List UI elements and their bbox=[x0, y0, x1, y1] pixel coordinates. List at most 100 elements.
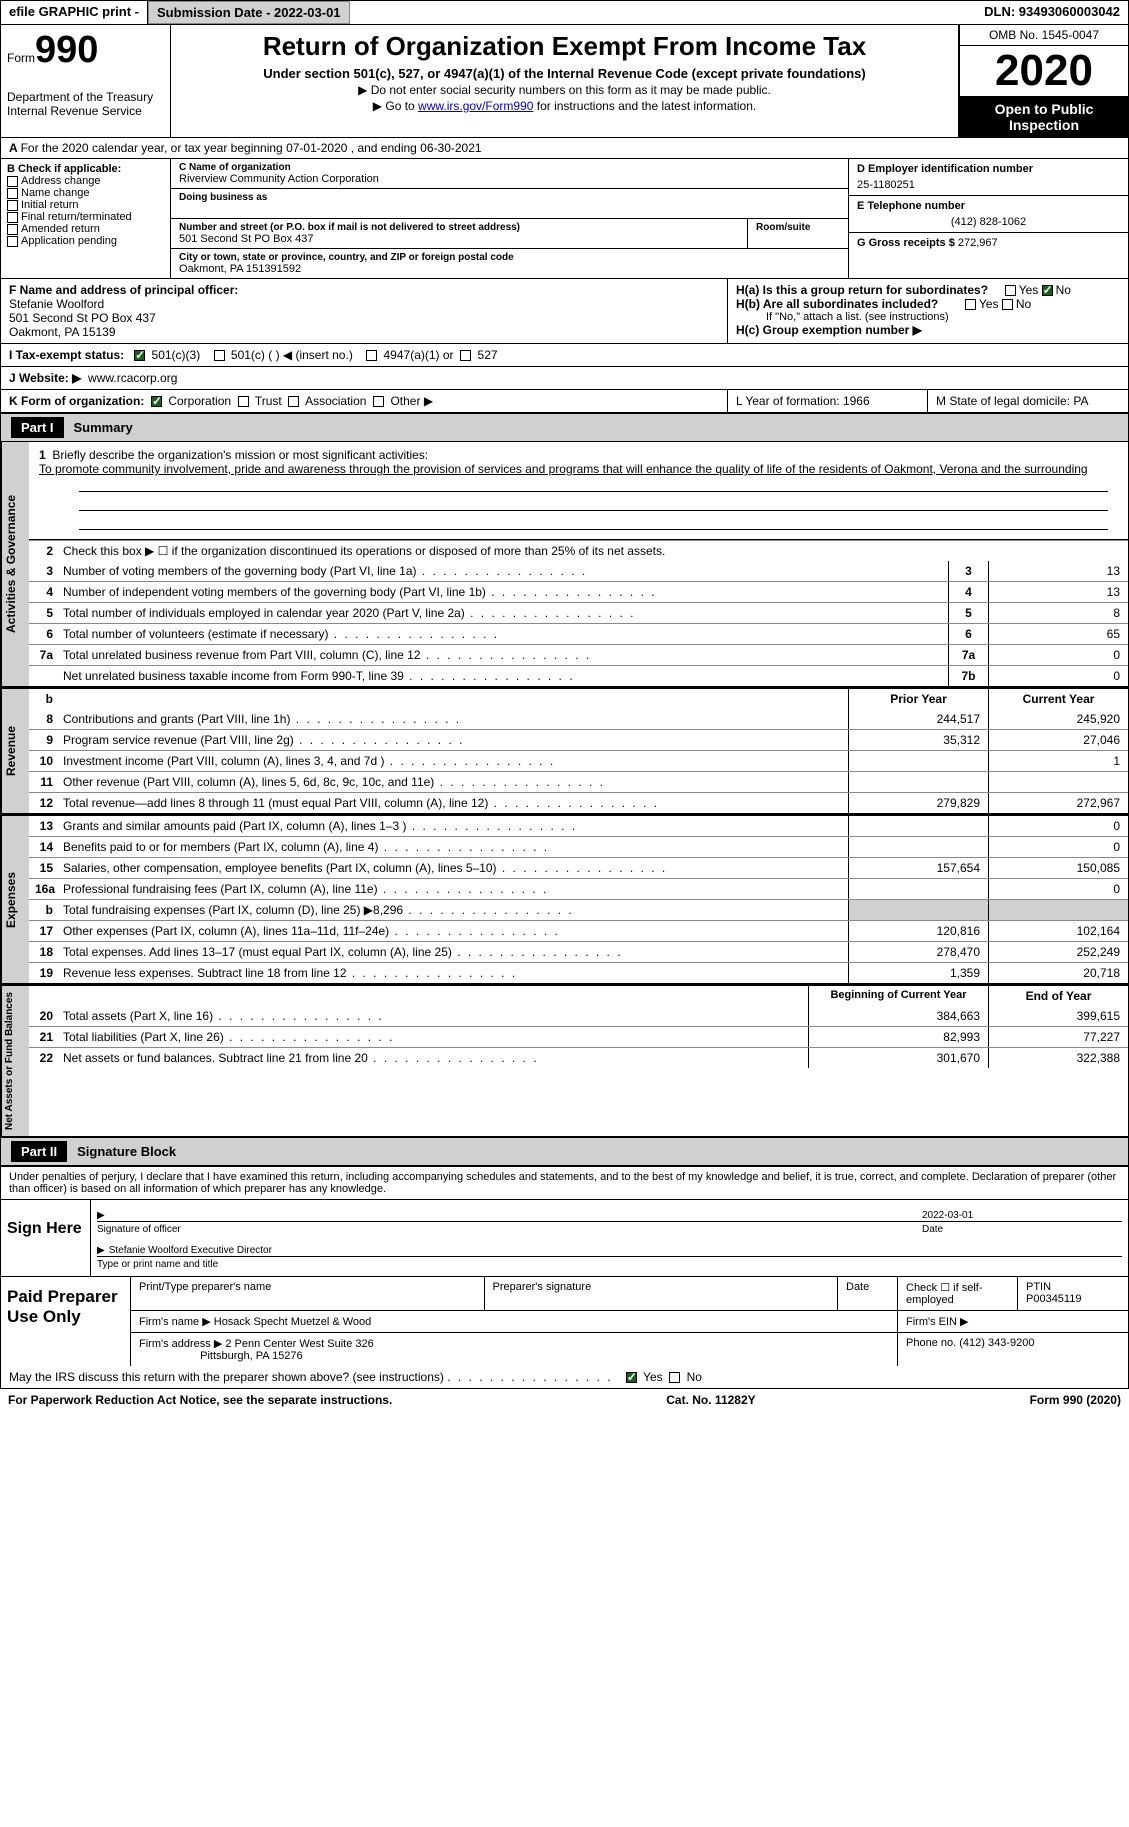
part1-badge: Part I bbox=[11, 417, 64, 438]
part1-title: Summary bbox=[64, 417, 143, 438]
officer-addr2: Oakmont, PA 15139 bbox=[9, 325, 116, 339]
row-text: Grants and similar amounts paid (Part IX… bbox=[59, 816, 848, 836]
exp-row: 18 Total expenses. Add lines 13–17 (must… bbox=[29, 941, 1128, 962]
row-text: Program service revenue (Part VIII, line… bbox=[59, 730, 848, 750]
row-val: 13 bbox=[988, 582, 1128, 602]
q1-label: Briefly describe the organization's miss… bbox=[52, 448, 428, 462]
current-val: 0 bbox=[988, 879, 1128, 899]
h-b: H(b) Are all subordinates included? Yes … bbox=[736, 297, 1120, 311]
note-pre: ▶ Go to bbox=[373, 99, 418, 113]
net-row: 22 Net assets or fund balances. Subtract… bbox=[29, 1047, 1128, 1068]
row-box: 4 bbox=[948, 582, 988, 602]
current-year-hdr: Current Year bbox=[988, 689, 1128, 709]
form-number-cell: Form990 Department of the Treasury Inter… bbox=[1, 25, 171, 137]
firm-addr1: 2 Penn Center West Suite 326 bbox=[225, 1338, 373, 1350]
row-num: 14 bbox=[29, 837, 59, 857]
chk-527[interactable] bbox=[460, 350, 471, 361]
chk-name[interactable]: Name change bbox=[7, 187, 164, 199]
chk-initial[interactable]: Initial return bbox=[7, 199, 164, 211]
form-subtitle: Under section 501(c), 527, or 4947(a)(1)… bbox=[177, 66, 952, 81]
chk-amended[interactable]: Amended return bbox=[7, 223, 164, 235]
date-label: Date bbox=[922, 1224, 1122, 1235]
row-text: Total unrelated business revenue from Pa… bbox=[59, 645, 948, 665]
row-a-calendar: A For the 2020 calendar year, or tax yea… bbox=[0, 138, 1129, 159]
row-num: 10 bbox=[29, 751, 59, 771]
rev-row: 10 Investment income (Part VIII, column … bbox=[29, 750, 1128, 771]
right-cell: OMB No. 1545-0047 2020 Open to Public In… bbox=[958, 25, 1128, 137]
footer-right: Form 990 (2020) bbox=[1030, 1393, 1121, 1407]
sign-fields: 2022-03-01 Signature of officer Date Ste… bbox=[91, 1200, 1128, 1276]
preparer-table: Print/Type preparer's name Preparer's si… bbox=[131, 1277, 1128, 1366]
prep-name-label: Print/Type preparer's name bbox=[131, 1277, 485, 1310]
gov-row: Net unrelated business taxable income fr… bbox=[29, 665, 1128, 686]
irs-link[interactable]: www.irs.gov/Form990 bbox=[418, 99, 533, 113]
calendar-text: For the 2020 calendar year, or tax year … bbox=[21, 141, 482, 155]
row-text: Revenue less expenses. Subtract line 18 … bbox=[59, 963, 848, 983]
tax-year: 2020 bbox=[960, 46, 1128, 97]
row-num: 16a bbox=[29, 879, 59, 899]
org-name: Riverview Community Action Corporation bbox=[179, 173, 840, 185]
end-val: 399,615 bbox=[988, 1006, 1128, 1026]
chk-discuss-no[interactable] bbox=[669, 1372, 680, 1383]
begin-year-hdr: Beginning of Current Year bbox=[808, 986, 988, 1006]
current-val bbox=[988, 900, 1128, 920]
top-bar: efile GRAPHIC print - Submission Date - … bbox=[0, 0, 1129, 25]
dba-cell: Doing business as bbox=[171, 189, 848, 219]
q2-num: 2 bbox=[29, 541, 59, 561]
net-row: 20 Total assets (Part X, line 16) 384,66… bbox=[29, 1006, 1128, 1026]
row-k: K Form of organization: Corporation Trus… bbox=[1, 390, 728, 412]
chk-discuss-yes[interactable] bbox=[626, 1372, 637, 1383]
signature-block: Under penalties of perjury, I declare th… bbox=[0, 1166, 1129, 1389]
current-val: 1 bbox=[988, 751, 1128, 771]
exp-row: 14 Benefits paid to or for members (Part… bbox=[29, 836, 1128, 857]
ein-label: D Employer identification number bbox=[857, 163, 1120, 175]
prior-val bbox=[848, 751, 988, 771]
chk-corp[interactable] bbox=[151, 396, 162, 407]
row-num bbox=[29, 666, 59, 686]
chk-other[interactable] bbox=[373, 396, 384, 407]
part1-header: Part I Summary bbox=[0, 413, 1129, 442]
chk-501c3[interactable] bbox=[134, 350, 145, 361]
begin-val: 384,663 bbox=[808, 1006, 988, 1026]
submission-date-button[interactable]: Submission Date - 2022-03-01 bbox=[148, 1, 350, 24]
row-num: 20 bbox=[29, 1006, 59, 1026]
row-text: Total revenue—add lines 8 through 11 (mu… bbox=[59, 793, 848, 813]
prior-val: 279,829 bbox=[848, 793, 988, 813]
row-val: 8 bbox=[988, 603, 1128, 623]
chk-address[interactable]: Address change bbox=[7, 175, 164, 187]
part1-container: Activities & Governance 1 Briefly descri… bbox=[0, 442, 1129, 1137]
chk-trust[interactable] bbox=[238, 396, 249, 407]
page-footer: For Paperwork Reduction Act Notice, see … bbox=[0, 1389, 1129, 1411]
chk-assoc[interactable] bbox=[288, 396, 299, 407]
prep-date-label: Date bbox=[838, 1277, 898, 1310]
officer-typed: Stefanie Woolford Executive Director bbox=[97, 1245, 1122, 1256]
row-text: Other revenue (Part VIII, column (A), li… bbox=[59, 772, 848, 792]
row-text: Net unrelated business taxable income fr… bbox=[59, 666, 948, 686]
address: 501 Second St PO Box 437 bbox=[179, 233, 739, 245]
row-text: Total assets (Part X, line 16) bbox=[59, 1006, 808, 1026]
current-val: 102,164 bbox=[988, 921, 1128, 941]
form-prefix: Form bbox=[7, 51, 35, 65]
chk-pending[interactable]: Application pending bbox=[7, 235, 164, 247]
chk-4947[interactable] bbox=[366, 350, 377, 361]
gov-row: 4 Number of independent voting members o… bbox=[29, 581, 1128, 602]
gross-receipts: 272,967 bbox=[958, 237, 998, 249]
row-num: 13 bbox=[29, 816, 59, 836]
ruled-line bbox=[79, 495, 1108, 511]
chk-final[interactable]: Final return/terminated bbox=[7, 211, 164, 223]
row-text: Contributions and grants (Part VIII, lin… bbox=[59, 709, 848, 729]
prior-val: 1,359 bbox=[848, 963, 988, 983]
row-text: Total fundraising expenses (Part IX, col… bbox=[59, 900, 848, 920]
current-val: 0 bbox=[988, 837, 1128, 857]
city-label: City or town, state or province, country… bbox=[179, 252, 840, 263]
row-fh: F Name and address of principal officer:… bbox=[0, 279, 1129, 344]
section-f: F Name and address of principal officer:… bbox=[1, 279, 728, 343]
row-val: 65 bbox=[988, 624, 1128, 644]
info-grid: B Check if applicable: Address change Na… bbox=[0, 159, 1129, 279]
row-text: Total expenses. Add lines 13–17 (must eq… bbox=[59, 942, 848, 962]
chk-501c[interactable] bbox=[214, 350, 225, 361]
ein-cell: D Employer identification number 25-1180… bbox=[849, 159, 1128, 196]
row-num: 3 bbox=[29, 561, 59, 581]
row-num: 11 bbox=[29, 772, 59, 792]
row-text: Total number of individuals employed in … bbox=[59, 603, 948, 623]
